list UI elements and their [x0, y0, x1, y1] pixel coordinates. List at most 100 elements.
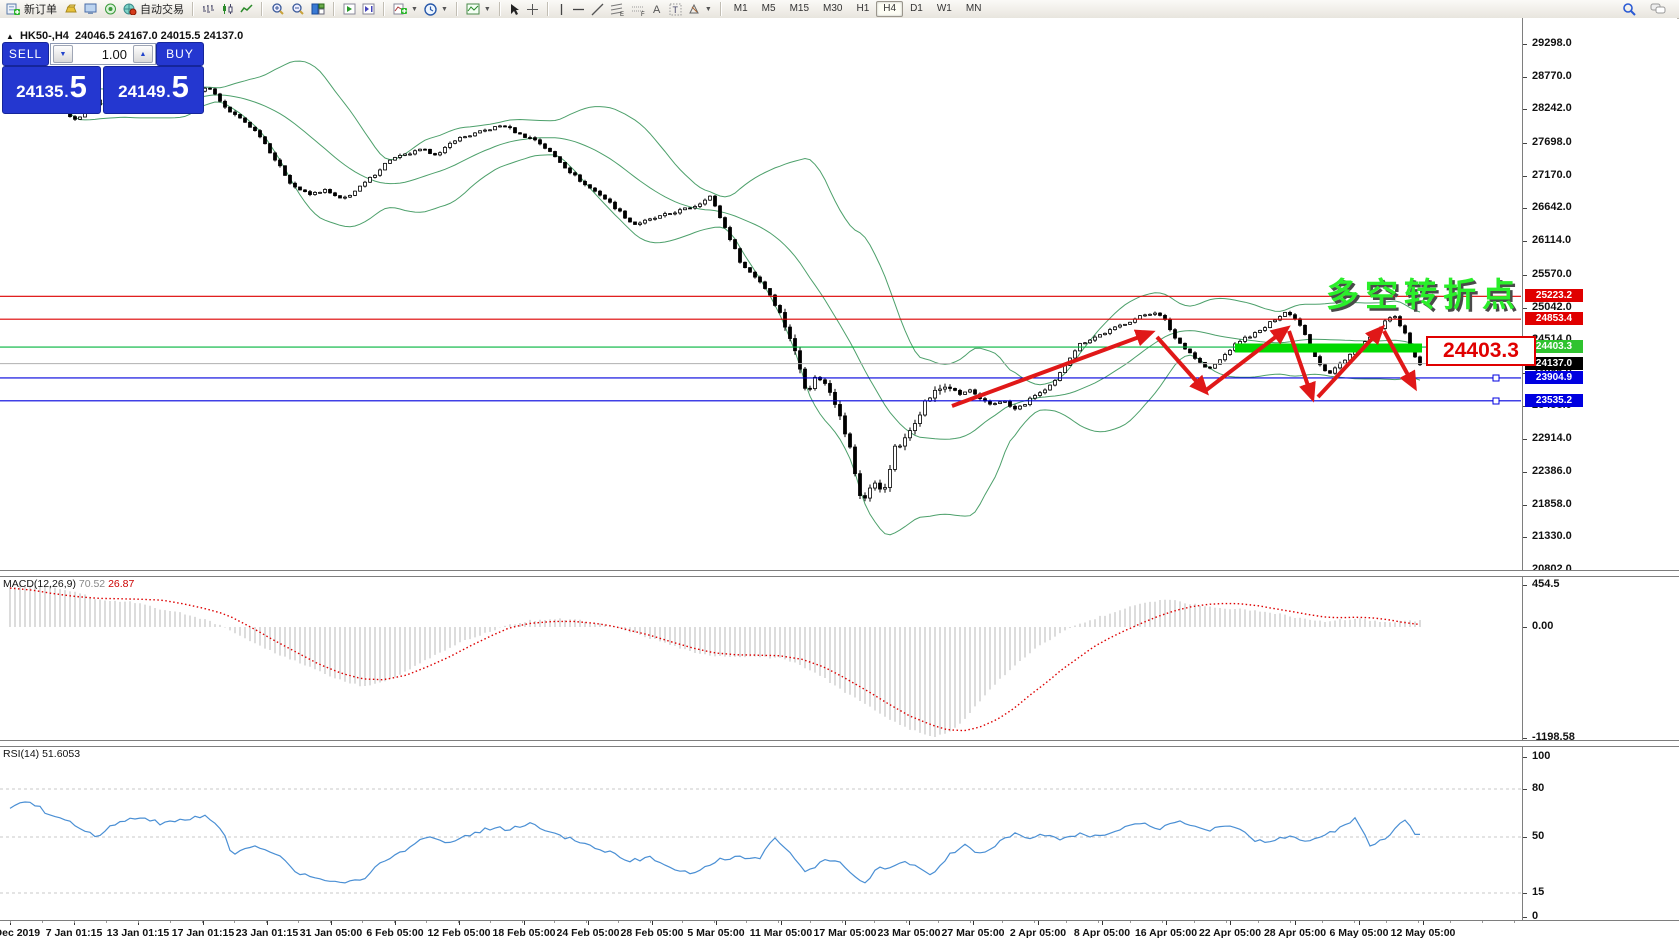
timeframe-h1-button[interactable]: H1	[856, 3, 870, 14]
time-tick-label: 18 Feb 05:00	[492, 927, 556, 939]
templates-dropdown-icon[interactable]: ▼	[483, 5, 491, 13]
price-level-badge: 23904.9	[1525, 371, 1583, 384]
time-minor-tick	[74, 921, 75, 923]
time-tick-label: 6 Feb 05:00	[366, 927, 424, 939]
symbol-ohlc: 24046.5 24167.0 24015.5 24137.0	[75, 30, 244, 42]
auto-scroll-button[interactable]	[340, 1, 359, 17]
time-tick-label: 6 May 05:00	[1329, 927, 1389, 939]
periods-dropdown-icon[interactable]: ▼	[440, 5, 448, 13]
timeframe-m30-button[interactable]: M30	[823, 3, 843, 14]
templates-button[interactable]: ▼	[463, 1, 494, 17]
chat-icon[interactable]	[1647, 1, 1669, 17]
timeframe-m15-button[interactable]: M15	[789, 3, 810, 14]
chart-shift-icon	[362, 3, 375, 15]
volume-value[interactable]: 1.00	[101, 46, 127, 62]
line-chart-button[interactable]	[237, 1, 256, 17]
rsi-indicator-pane	[0, 746, 1522, 920]
time-minor-tick	[170, 921, 171, 923]
time-minor-tick	[650, 921, 651, 923]
time-minor-tick	[426, 921, 427, 923]
volume-decrease-button[interactable]: ▼	[53, 45, 73, 63]
time-minor-tick	[618, 921, 619, 923]
level-price-tag: 24403.3	[1426, 336, 1536, 366]
candle-chart-button[interactable]	[218, 1, 237, 17]
timeframe-m5-button[interactable]: M5	[761, 3, 776, 14]
time-tick-mark	[1038, 921, 1039, 925]
time-minor-tick	[138, 921, 139, 923]
bar-chart-button[interactable]	[199, 1, 218, 17]
time-minor-tick	[810, 921, 811, 923]
indicators-dropdown-icon[interactable]: ▼	[411, 5, 418, 13]
price-level-badge: 23535.2	[1525, 394, 1583, 407]
horizontal-line-button[interactable]	[569, 1, 588, 17]
time-tick-label: 27 Mar 05:00	[941, 927, 1005, 939]
scale-tick-mark	[1523, 917, 1527, 918]
toolbar-separator	[546, 2, 549, 16]
time-minor-tick	[42, 921, 43, 923]
timeframe-mn-button[interactable]: MN	[965, 3, 982, 14]
trend-line-button[interactable]	[588, 1, 607, 17]
zoom-in-button[interactable]	[268, 1, 288, 17]
terminal-icon	[84, 3, 98, 15]
auto-trade-button[interactable]: 自动交易	[120, 1, 187, 17]
timeframe-h4-button[interactable]: H4	[876, 1, 904, 17]
channel-button[interactable]: F	[628, 1, 649, 17]
scale-tick-mark	[1523, 208, 1527, 209]
gold-icon	[63, 3, 78, 15]
zoom-out-button[interactable]	[288, 1, 308, 17]
timeframe-w1-button[interactable]: W1	[936, 3, 952, 14]
cursor-button[interactable]	[506, 1, 523, 17]
rsi-name-value: RSI(14) 51.6053	[3, 748, 81, 760]
sell-price-button[interactable]: 24135 . 5	[2, 66, 101, 114]
tile-windows-button[interactable]	[308, 1, 328, 17]
terminal-button[interactable]	[81, 1, 101, 17]
time-minor-tick	[522, 921, 523, 923]
toolbar-separator	[498, 2, 501, 16]
shapes-button[interactable]: ▼	[685, 1, 715, 17]
time-minor-tick	[746, 921, 747, 923]
shapes-dropdown-icon[interactable]: ▼	[704, 5, 712, 13]
time-tick-mark	[1295, 921, 1296, 925]
label-icon: T	[669, 3, 682, 16]
time-minor-tick	[1258, 921, 1259, 923]
vertical-line-button[interactable]	[554, 1, 569, 17]
sell-price-dot: .	[64, 84, 69, 101]
buy-button[interactable]: BUY	[156, 42, 204, 66]
zoom-out-icon	[291, 2, 305, 16]
timeframe-m1-button[interactable]: M1	[733, 3, 748, 14]
price-scale[interactable]: 29298.0 28770.0 28242.0 27698.0 27170.0 26642…	[1522, 18, 1677, 922]
macd-main-value: 70.52	[78, 578, 106, 590]
time-minor-tick	[1290, 921, 1291, 923]
time-minor-tick	[106, 921, 107, 923]
scale-tick-label: 26642.0	[1532, 201, 1572, 213]
time-minor-tick	[1418, 921, 1419, 923]
pane-splitter[interactable]	[0, 740, 1679, 747]
turning-point-annotation: 多空转折点	[1326, 276, 1521, 313]
crosshair-button[interactable]	[523, 1, 542, 17]
timeframe-d1-button[interactable]: D1	[910, 3, 923, 14]
sell-button[interactable]: SELL	[2, 42, 49, 66]
text-button[interactable]: A	[649, 1, 666, 17]
time-tick-mark	[524, 921, 525, 925]
toolbar-separator	[719, 2, 722, 16]
pane-splitter[interactable]	[0, 570, 1679, 577]
channel-icon: F	[631, 3, 646, 16]
volume-increase-button[interactable]: ▲	[133, 45, 153, 63]
price-level-badge: 24403.3	[1525, 340, 1583, 353]
buy-price-button[interactable]: 24149 . 5	[103, 66, 204, 114]
svg-text:T: T	[672, 5, 678, 15]
fibonacci-button[interactable]: E	[607, 1, 628, 17]
label-button[interactable]: T	[666, 1, 685, 17]
new-order-button[interactable]: 新订单	[3, 1, 60, 17]
search-icon[interactable]	[1619, 1, 1639, 17]
collapse-panel-icon[interactable]: ▲	[6, 32, 14, 41]
periods-button[interactable]: ▼	[421, 1, 451, 17]
indicators-button[interactable]: ▼	[390, 1, 421, 17]
chart-shift-button[interactable]	[359, 1, 378, 17]
signal-button[interactable]	[101, 1, 120, 17]
vertical-line-icon	[557, 3, 566, 16]
time-tick-label: 2 Apr 05:00	[1009, 927, 1067, 939]
time-minor-tick	[458, 921, 459, 923]
gold-button[interactable]	[60, 1, 81, 17]
